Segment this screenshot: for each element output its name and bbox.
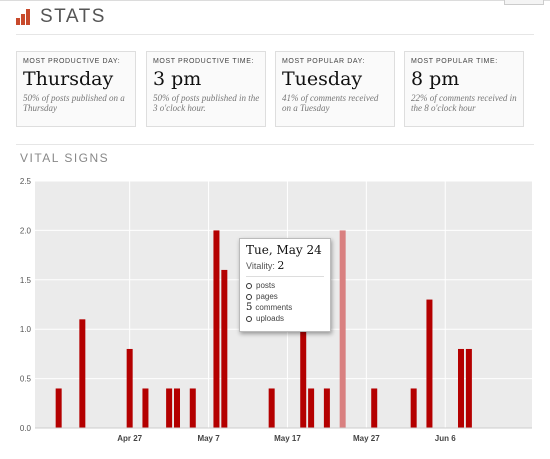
card-description: 41% of comments received on a Tuesday bbox=[282, 93, 379, 113]
window-corner-control[interactable] bbox=[504, 0, 544, 5]
chart-bar bbox=[410, 388, 417, 428]
tooltip-vitality: Vitality: 2 bbox=[246, 259, 324, 272]
tooltip-vitality-value: 2 bbox=[277, 259, 285, 272]
y-tick-label: 1.0 bbox=[20, 325, 32, 334]
most-popular-time-card: Most popular time: 8 pm 22% of comments … bbox=[404, 51, 524, 127]
card-value: 3 pm bbox=[153, 68, 202, 90]
card-label: Most productive day: bbox=[23, 58, 121, 65]
tooltip-row-uploads: uploads bbox=[246, 313, 324, 324]
stats-header: STATS bbox=[16, 6, 106, 28]
y-tick-label: 2.5 bbox=[20, 177, 32, 186]
card-label: Most popular time: bbox=[411, 58, 498, 65]
y-tick-label: 0.5 bbox=[20, 375, 32, 384]
card-value: Thursday bbox=[23, 68, 114, 90]
divider bbox=[16, 144, 534, 145]
chart-bar bbox=[465, 348, 472, 428]
tooltip-row-posts: posts bbox=[246, 280, 324, 291]
chart-bar bbox=[174, 388, 180, 428]
chart-bar bbox=[55, 388, 62, 428]
tooltip-row-pages: pages bbox=[246, 291, 324, 302]
chart-bar bbox=[339, 230, 346, 428]
tooltip-vitality-label: Vitality: bbox=[246, 261, 275, 271]
card-description: 22% of comments received in the 8 o'cloc… bbox=[411, 93, 517, 113]
stats-title: STATS bbox=[40, 6, 106, 27]
chart-bar bbox=[268, 388, 275, 428]
chart-tooltip: Tue, May 24 Vitality: 2 posts pages 5 co… bbox=[239, 238, 331, 332]
divider bbox=[16, 34, 534, 35]
chart-bar bbox=[166, 388, 173, 428]
card-value: 8 pm bbox=[411, 68, 460, 90]
x-tick-label: May 27 bbox=[353, 434, 380, 443]
x-tick-label: Jun 6 bbox=[435, 434, 456, 443]
card-description: 50% of posts published on a Thursday bbox=[23, 93, 125, 113]
y-tick-label: 0.0 bbox=[20, 424, 32, 433]
top-border bbox=[0, 0, 550, 1]
most-popular-day-card: Most popular day: Tuesday 41% of comment… bbox=[275, 51, 395, 127]
tooltip-row-comments: 5 comments bbox=[246, 302, 324, 313]
tooltip-label: comments bbox=[255, 303, 293, 312]
tooltip-divider bbox=[246, 276, 324, 277]
y-tick-label: 1.5 bbox=[20, 276, 32, 285]
chart-bar bbox=[323, 388, 330, 428]
card-label: Most popular day: bbox=[282, 58, 366, 65]
tooltip-label: posts bbox=[256, 281, 276, 290]
card-label: Most productive time: bbox=[153, 58, 255, 65]
chart-bar bbox=[213, 230, 220, 428]
tooltip-count: 5 bbox=[246, 302, 253, 313]
circle-icon bbox=[246, 315, 252, 322]
chart-bar bbox=[371, 388, 378, 428]
y-tick-label: 2.0 bbox=[20, 226, 32, 235]
circle-icon bbox=[246, 293, 252, 300]
most-productive-time-card: Most productive time: 3 pm 50% of posts … bbox=[146, 51, 266, 127]
most-productive-day-card: Most productive day: Thursday 50% of pos… bbox=[16, 51, 136, 127]
tooltip-date: Tue, May 24 bbox=[246, 243, 322, 257]
bar-chart-icon bbox=[16, 9, 34, 25]
chart-bar bbox=[126, 348, 133, 428]
chart-bar bbox=[79, 319, 86, 428]
chart-bar bbox=[426, 299, 433, 428]
chart-bar bbox=[300, 329, 307, 428]
chart-bar bbox=[308, 388, 315, 428]
tooltip-label: uploads bbox=[256, 314, 285, 323]
x-tick-label: Apr 27 bbox=[117, 434, 142, 443]
chart-bar bbox=[142, 388, 149, 428]
chart-bar bbox=[189, 388, 196, 428]
x-tick-label: May 7 bbox=[197, 434, 220, 443]
tooltip-label: pages bbox=[256, 292, 278, 301]
chart-bar bbox=[458, 348, 464, 428]
card-value: Tuesday bbox=[282, 68, 363, 90]
vital-signs-chart: 0.0 0.5 1.0 1.5 2.0 2.5 Apr 27 May 7 May 17 May 2… bbox=[20, 177, 532, 443]
vital-signs-title: VITAL SIGNS bbox=[20, 151, 110, 165]
circle-icon bbox=[246, 282, 252, 289]
chart-bar bbox=[221, 269, 228, 428]
x-tick-label: May 17 bbox=[274, 434, 301, 443]
card-description: 50% of posts published in the 3 o'clock … bbox=[153, 93, 260, 113]
